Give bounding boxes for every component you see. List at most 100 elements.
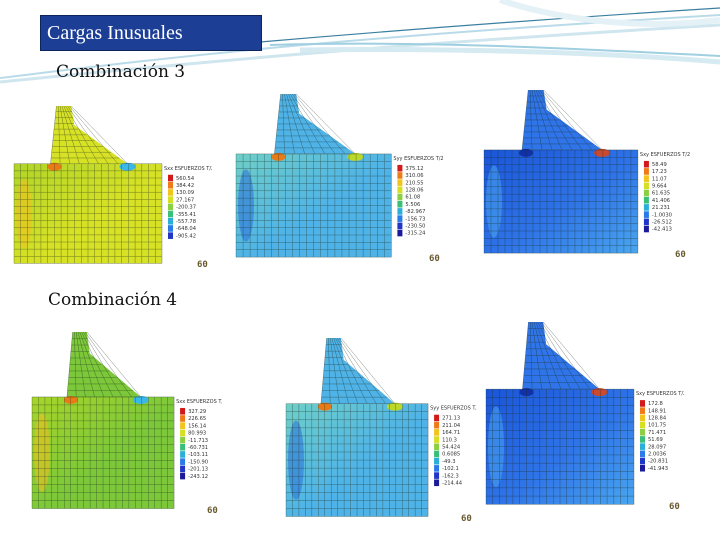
legend-value: 9.664: [652, 184, 668, 190]
legend-swatch: [640, 443, 645, 450]
legend-swatch: [643, 182, 649, 190]
legend-swatch: [180, 415, 186, 422]
legend-value: 71.471: [648, 430, 666, 436]
legend-swatch: [640, 450, 645, 458]
fem-mesh-svg: Syy ESFUERZOS T/2 271.13211.04164.71110.3…: [285, 337, 476, 524]
legend-swatch: [434, 472, 440, 479]
legend-value: 61.635: [652, 191, 670, 197]
legend-swatch: [180, 472, 186, 480]
corner-tag: 60: [207, 506, 218, 516]
corner-tag: 60: [675, 250, 686, 260]
corner-tag-box: [428, 252, 442, 262]
legend-swatch: [168, 189, 173, 196]
legend-swatch: [180, 429, 186, 437]
stress-plot-c3-syy: Syy ESFUERZOS T/2 375.12 310.06 210.55 128.0…: [234, 92, 444, 264]
corner-tag: 60: [429, 254, 440, 264]
legend-title: Syy ESFUERZOS T/2: [393, 156, 443, 162]
legend-value: -648.04: [176, 226, 197, 232]
legend-swatch: [168, 225, 173, 232]
legend-swatch: [397, 186, 403, 194]
legend-value: 384.42: [176, 183, 194, 189]
legend-swatch: [643, 189, 649, 197]
corner-tag-box: [674, 248, 688, 258]
legend-swatch: [640, 400, 645, 407]
corner-tag: 60: [669, 502, 680, 512]
legend-swatch: [643, 218, 649, 226]
legend-swatch: [180, 458, 186, 465]
legend-value: 61.08: [405, 195, 420, 201]
legend-title: Sxx ESFUERZOS T/2: [176, 399, 222, 405]
legend-swatch: [434, 436, 440, 443]
legend-swatch: [168, 196, 173, 203]
legend-value: 54.424: [442, 444, 461, 450]
legend-value: -200.37: [176, 205, 196, 211]
legend-swatch: [643, 196, 649, 204]
legend-swatch: [643, 211, 649, 218]
header-swoosh-decoration: [0, 0, 720, 84]
legend-title: Sxy ESFUERZOS T/2: [640, 152, 690, 158]
legend-swatch: [640, 436, 645, 443]
corner-tag-box: [668, 500, 682, 510]
legend-value: -905.42: [176, 233, 196, 239]
legend-value: -11.713: [188, 438, 208, 444]
legend-value: -82.967: [405, 209, 425, 215]
legend-swatch: [180, 465, 186, 473]
legend-value: 164.71: [442, 430, 460, 436]
legend-swatch: [434, 450, 440, 458]
legend-value: 327.29: [188, 409, 206, 415]
legend-swatch: [643, 204, 649, 211]
stress-plot-c3-sxx: Sxx ESFUERZOS T/2 560.54 384.42 130.09 27.16…: [12, 104, 212, 270]
legend-value: 2.0036: [648, 452, 666, 458]
legend-value: 28.097: [648, 444, 666, 450]
legend-value: 271.13: [442, 416, 460, 422]
legend-swatch: [168, 181, 173, 189]
legend-value: 211.04: [442, 423, 461, 429]
slide-title: Cargas Inusuales: [40, 15, 262, 51]
legend-swatch: [434, 465, 440, 472]
legend-value: 128.84: [648, 416, 667, 422]
legend-value: -102.1: [442, 466, 459, 472]
corner-tag-box: [196, 258, 210, 268]
legend-swatch: [643, 225, 649, 233]
legend-swatch: [168, 210, 173, 218]
legend-title: Syy ESFUERZOS T/2: [430, 406, 476, 412]
legend-value: 226.65: [188, 416, 206, 422]
legend-value: 101.75: [648, 423, 666, 429]
legend-swatch: [168, 203, 173, 211]
fem-mesh-svg: Sxx ESFUERZOS T/2 560.54384.42130.0927.16…: [13, 105, 212, 270]
legend-value: 110.3: [442, 437, 457, 443]
legend-value: 375.12: [405, 166, 423, 172]
legend-swatch: [397, 164, 403, 172]
legend-value: -41.943: [648, 466, 668, 472]
legend-value: -355.41: [176, 212, 196, 218]
corner-tag: 60: [461, 514, 472, 524]
section-label-combination-4: Combinación 4: [48, 290, 178, 310]
legend-swatch: [643, 168, 649, 175]
legend-value: -103.11: [188, 452, 208, 458]
legend-value: -1.0030: [652, 212, 672, 218]
legend-swatch: [434, 421, 440, 429]
legend-value: 58.49: [652, 162, 667, 168]
corner-tag-box: [460, 512, 474, 522]
legend-value: 128.06: [405, 188, 423, 194]
legend-value: 210.55: [405, 180, 423, 186]
legend-value: -557.78: [176, 219, 196, 225]
legend-swatch: [434, 457, 440, 465]
legend-swatch: [180, 407, 186, 415]
legend-swatch: [640, 428, 645, 436]
legend-value: -49.3: [442, 459, 455, 465]
legend-value: 41.406: [652, 198, 670, 204]
legend-swatch: [168, 217, 173, 225]
legend-swatch: [643, 175, 649, 182]
legend-swatch: [180, 422, 186, 429]
legend-swatch: [168, 174, 173, 182]
legend-value: -42.413: [652, 227, 672, 233]
legend-value: 310.06: [405, 173, 423, 179]
legend-value: 17.23: [652, 169, 667, 175]
legend-swatch: [397, 215, 403, 222]
legend-swatch: [434, 479, 440, 487]
